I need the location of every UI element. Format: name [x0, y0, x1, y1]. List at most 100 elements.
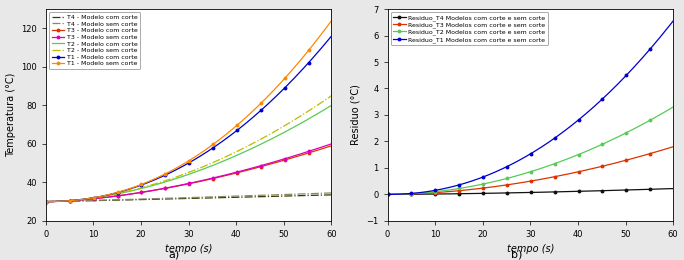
Line: Residuo_T4 Modelos com corte e sem corte: Residuo_T4 Modelos com corte e sem corte: [386, 187, 674, 196]
T2 - Modelo com corte: [301, 120, 309, 123]
T3 - Modelo sem corte: [282, 157, 291, 160]
T4 - Modelo sem corte: [42, 200, 50, 203]
T1 - Modelo sem corte: [212, 141, 220, 144]
T4 - Modelo com corte: [301, 194, 309, 197]
T2 - Modelo sem corte: [211, 160, 219, 163]
T2 - Modelo com corte: [42, 200, 50, 203]
Residuo_T4 Modelos com corte e sem corte: [624, 188, 632, 192]
T2 - Modelo com corte: [217, 161, 225, 164]
Residuo_T4 Modelos com corte e sem corte: [384, 193, 393, 196]
T2 - Modelo sem corte: [217, 158, 225, 161]
Residuo_T1 Modelos com corte e sem corte: [669, 20, 677, 23]
Line: Residuo_T1 Modelos com corte e sem corte: Residuo_T1 Modelos com corte e sem corte: [386, 20, 674, 196]
T3 - Modelo com corte: [301, 153, 309, 156]
T1 - Modelo com corte: [282, 84, 291, 88]
Text: b): b): [511, 249, 522, 259]
T4 - Modelo com corte: [217, 196, 225, 199]
T4 - Modelo com corte: [282, 194, 291, 198]
Residuo_T4 Modelos com corte e sem corte: [553, 190, 562, 193]
Residuo_T4 Modelos com corte e sem corte: [558, 190, 566, 193]
Residuo_T1 Modelos com corte e sem corte: [384, 193, 393, 196]
T3 - Modelo com corte: [42, 200, 50, 203]
T1 - Modelo sem corte: [282, 75, 291, 78]
T1 - Modelo com corte: [301, 65, 309, 68]
Residuo_T3 Modelos com corte e sem corte: [669, 145, 677, 148]
Line: T3 - Modelo sem corte: T3 - Modelo sem corte: [44, 142, 332, 203]
T2 - Modelo com corte: [212, 162, 220, 166]
T4 - Modelo sem corte: [217, 195, 225, 198]
Line: T1 - Modelo com corte: T1 - Modelo com corte: [44, 35, 332, 203]
T4 - Modelo com corte: [211, 196, 219, 199]
Residuo_T3 Modelos com corte e sem corte: [624, 158, 632, 161]
T4 - Modelo sem corte: [282, 193, 291, 196]
T2 - Modelo sem corte: [42, 200, 51, 203]
T2 - Modelo com corte: [282, 129, 291, 133]
T3 - Modelo com corte: [328, 144, 336, 147]
Line: T1 - Modelo sem corte: T1 - Modelo sem corte: [44, 19, 332, 203]
Text: a): a): [169, 249, 180, 259]
Line: T4 - Modelo com corte: T4 - Modelo com corte: [46, 195, 332, 202]
T3 - Modelo com corte: [212, 176, 220, 179]
T1 - Modelo sem corte: [42, 200, 50, 203]
Residuo_T1 Modelos com corte e sem corte: [558, 131, 566, 134]
T4 - Modelo com corte: [42, 200, 50, 203]
Residuo_T3 Modelos com corte e sem corte: [384, 193, 393, 196]
T1 - Modelo com corte: [328, 35, 336, 38]
Line: T3 - Modelo com corte: T3 - Modelo com corte: [44, 145, 332, 203]
Residuo_T2 Modelos com corte e sem corte: [553, 161, 562, 164]
T1 - Modelo com corte: [42, 200, 51, 203]
T4 - Modelo com corte: [212, 196, 220, 199]
Residuo_T3 Modelos com corte e sem corte: [384, 193, 392, 196]
Residuo_T2 Modelos com corte e sem corte: [553, 161, 561, 165]
Residuo_T2 Modelos com corte e sem corte: [558, 159, 566, 162]
Residuo_T4 Modelos com corte e sem corte: [669, 187, 677, 190]
T3 - Modelo sem corte: [217, 175, 225, 178]
T3 - Modelo sem corte: [211, 176, 219, 179]
Residuo_T1 Modelos com corte e sem corte: [624, 72, 632, 75]
T1 - Modelo sem corte: [301, 54, 309, 57]
Residuo_T2 Modelos com corte e sem corte: [642, 121, 650, 124]
Line: Residuo_T3 Modelos com corte e sem corte: Residuo_T3 Modelos com corte e sem corte: [386, 146, 674, 196]
T1 - Modelo com corte: [211, 145, 219, 148]
T1 - Modelo com corte: [212, 144, 220, 147]
Residuo_T2 Modelos com corte e sem corte: [384, 193, 393, 196]
T1 - Modelo com corte: [42, 200, 50, 203]
Residuo_T3 Modelos com corte e sem corte: [642, 153, 650, 156]
Residuo_T1 Modelos com corte e sem corte: [384, 193, 392, 196]
Residuo_T4 Modelos com corte e sem corte: [642, 188, 650, 191]
T1 - Modelo sem corte: [217, 137, 225, 140]
T3 - Modelo com corte: [282, 158, 291, 161]
T2 - Modelo sem corte: [282, 123, 291, 126]
T3 - Modelo sem corte: [42, 200, 50, 203]
T4 - Modelo com corte: [328, 193, 336, 196]
T2 - Modelo sem corte: [301, 112, 309, 115]
T2 - Modelo com corte: [328, 104, 336, 107]
T3 - Modelo sem corte: [301, 151, 309, 154]
T2 - Modelo com corte: [211, 163, 219, 166]
T1 - Modelo sem corte: [211, 141, 219, 145]
Residuo_T4 Modelos com corte e sem corte: [384, 193, 392, 196]
Residuo_T1 Modelos com corte e sem corte: [642, 52, 650, 55]
T2 - Modelo sem corte: [328, 94, 336, 97]
Residuo_T3 Modelos com corte e sem corte: [553, 175, 561, 178]
Legend: T4 - Modelo com corte, T4 - Modelo sem corte, T3 - Modelo com corte, T3 - Modelo: T4 - Modelo com corte, T4 - Modelo sem c…: [49, 12, 140, 69]
Residuo_T2 Modelos com corte e sem corte: [384, 193, 392, 196]
T4 - Modelo sem corte: [212, 195, 220, 198]
T4 - Modelo sem corte: [301, 192, 309, 196]
T2 - Modelo sem corte: [212, 160, 220, 163]
Y-axis label: Residuo (°C): Residuo (°C): [351, 84, 360, 145]
T4 - Modelo com corte: [42, 200, 51, 203]
T1 - Modelo com corte: [217, 141, 225, 144]
T1 - Modelo sem corte: [42, 200, 51, 203]
Residuo_T4 Modelos com corte e sem corte: [553, 190, 561, 193]
T3 - Modelo com corte: [217, 175, 225, 178]
T4 - Modelo sem corte: [328, 191, 336, 194]
Residuo_T1 Modelos com corte e sem corte: [553, 135, 561, 138]
T2 - Modelo com corte: [42, 200, 51, 203]
Residuo_T2 Modelos com corte e sem corte: [669, 106, 677, 109]
T4 - Modelo sem corte: [211, 195, 219, 198]
T3 - Modelo sem corte: [42, 200, 51, 203]
T3 - Modelo sem corte: [328, 142, 336, 145]
Residuo_T3 Modelos com corte e sem corte: [558, 174, 566, 177]
T4 - Modelo sem corte: [42, 200, 51, 203]
